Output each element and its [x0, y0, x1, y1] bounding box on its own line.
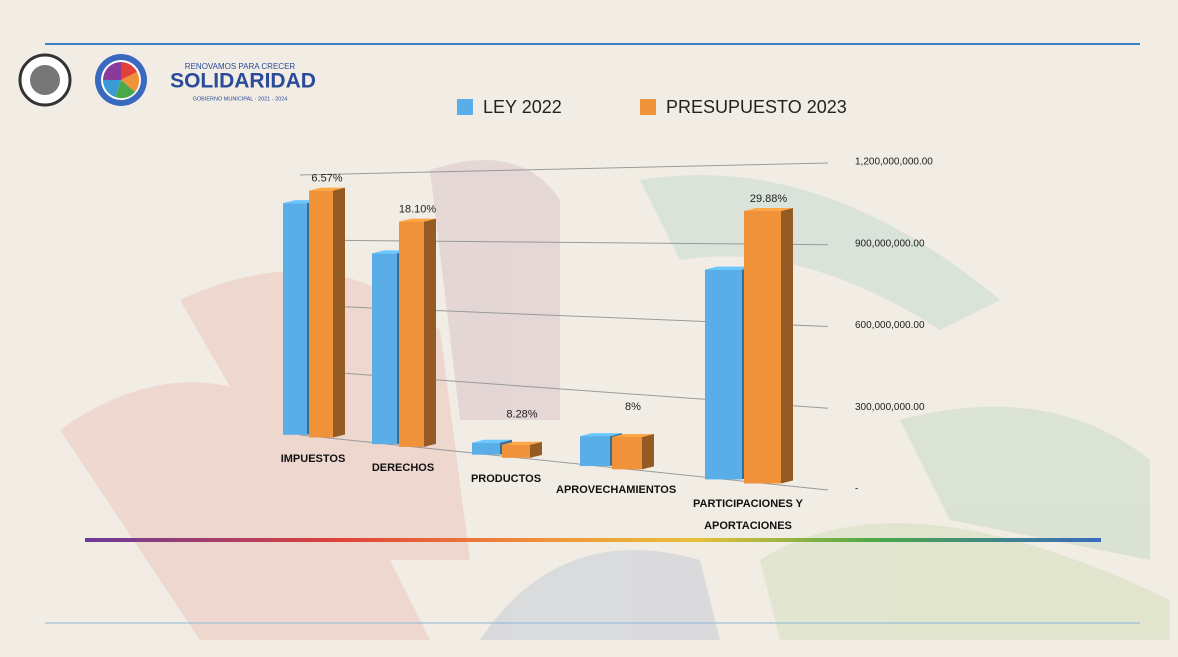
bar-top — [472, 439, 512, 443]
legend-label: PRESUPUESTO 2023 — [666, 97, 847, 117]
annotation: 18.10% — [399, 203, 437, 215]
y-tick-label: - — [855, 484, 858, 495]
legend-swatch — [457, 99, 473, 115]
bar-front — [399, 221, 424, 447]
bar-top — [580, 433, 622, 437]
bar-front — [472, 442, 500, 455]
bar-top — [612, 433, 654, 437]
y-tick-label: 300,000,000.00 — [855, 402, 925, 413]
logo-name: SOLIDARIDAD — [170, 70, 316, 93]
bar-front — [309, 190, 333, 438]
grid-line — [299, 434, 829, 491]
bar-side — [530, 441, 542, 458]
bar — [309, 187, 345, 438]
bar-top — [705, 266, 754, 270]
bar-top — [309, 187, 345, 191]
bar-front — [580, 436, 610, 467]
bar-front — [744, 210, 781, 484]
x-tick-label: APROVECHAMIENTOS — [556, 484, 677, 497]
bar-top — [744, 207, 793, 211]
grid-line — [299, 162, 829, 176]
bar-front — [502, 444, 530, 458]
annotation: 8% — [625, 401, 641, 413]
y-tick-label: 900,000,000.00 — [855, 238, 925, 249]
bar — [612, 433, 654, 470]
y-tick-label: 600,000,000.00 — [855, 320, 925, 331]
bar — [399, 218, 436, 447]
bar — [502, 441, 542, 458]
y-tick-label: 1,200,000,000.00 — [855, 157, 933, 168]
bar-front — [705, 269, 742, 480]
rainbow-rule — [85, 538, 1101, 542]
logo-subtitle: GOBIERNO MUNICIPAL · 2021 - 2024 — [193, 96, 288, 102]
x-tick-label: DERECHOS — [371, 462, 435, 475]
bar-side — [333, 187, 345, 438]
grid-line — [299, 239, 829, 246]
logo: RENOVAMOS PARA CRECER SOLIDARIDAD GOBIER… — [18, 53, 316, 107]
annotation: 29.88% — [750, 193, 788, 205]
bar-side — [642, 433, 654, 470]
logo-tagline: RENOVAMOS PARA CRECER — [185, 62, 296, 71]
x-tick-label: PARTICIPACIONES Y APORTACIONES — [692, 497, 804, 532]
x-tick-label: IMPUESTOS — [280, 452, 346, 465]
bar-front — [372, 253, 397, 445]
legend-label: LEY 2022 — [483, 97, 562, 117]
x-tick-label: PRODUCTOS — [470, 472, 542, 485]
bar-side — [424, 218, 436, 447]
legend-swatch — [640, 99, 656, 115]
bar-side — [781, 207, 793, 484]
annotation: 6.57% — [311, 173, 342, 185]
bar-front — [283, 203, 307, 435]
bar — [744, 207, 793, 484]
annotation: 8.28% — [506, 409, 537, 421]
bar-top — [502, 441, 542, 445]
bar-front — [612, 436, 642, 470]
bar-top — [399, 218, 436, 222]
background-shapes — [60, 160, 1170, 640]
